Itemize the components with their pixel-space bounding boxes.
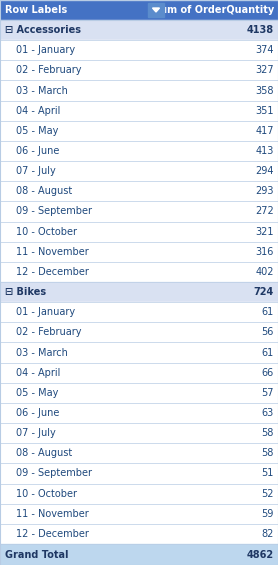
Text: 06 - June: 06 - June xyxy=(16,408,59,418)
Bar xyxy=(0,282,278,302)
Text: 417: 417 xyxy=(255,126,274,136)
Bar xyxy=(0,221,278,242)
Bar xyxy=(0,40,278,60)
Text: 66: 66 xyxy=(262,368,274,377)
Text: 321: 321 xyxy=(255,227,274,237)
Text: 51: 51 xyxy=(262,468,274,479)
Bar xyxy=(0,121,278,141)
Bar xyxy=(0,242,278,262)
Bar xyxy=(0,544,278,565)
Text: 10 - October: 10 - October xyxy=(16,227,77,237)
Text: Row Labels: Row Labels xyxy=(5,5,67,15)
Bar xyxy=(0,141,278,161)
Bar xyxy=(0,60,278,80)
Text: 03 - March: 03 - March xyxy=(16,347,68,358)
Text: 374: 374 xyxy=(255,45,274,55)
Text: 4862: 4862 xyxy=(247,550,274,559)
Text: 01 - January: 01 - January xyxy=(16,307,75,317)
Bar xyxy=(0,363,278,383)
Text: 58: 58 xyxy=(262,428,274,438)
Polygon shape xyxy=(153,8,160,12)
Text: 63: 63 xyxy=(262,408,274,418)
Text: 02 - February: 02 - February xyxy=(16,66,81,75)
Text: 11 - November: 11 - November xyxy=(16,508,89,519)
Text: 07 - July: 07 - July xyxy=(16,428,56,438)
Text: 04 - April: 04 - April xyxy=(16,106,60,116)
Bar xyxy=(0,322,278,342)
Text: 351: 351 xyxy=(255,106,274,116)
Text: 07 - July: 07 - July xyxy=(16,166,56,176)
Text: 52: 52 xyxy=(262,489,274,499)
Text: 06 - June: 06 - June xyxy=(16,146,59,156)
Text: 04 - April: 04 - April xyxy=(16,368,60,377)
Text: 413: 413 xyxy=(256,146,274,156)
Bar xyxy=(0,383,278,403)
Text: 327: 327 xyxy=(255,66,274,75)
Text: Grand Total: Grand Total xyxy=(5,550,68,559)
Bar xyxy=(0,0,278,20)
Text: 02 - February: 02 - February xyxy=(16,327,81,337)
Bar xyxy=(0,101,278,121)
Bar xyxy=(0,302,278,322)
Bar xyxy=(0,20,278,40)
Bar xyxy=(0,423,278,443)
Bar xyxy=(0,484,278,503)
Text: 03 - March: 03 - March xyxy=(16,85,68,95)
Text: 09 - September: 09 - September xyxy=(16,468,92,479)
Text: 08 - August: 08 - August xyxy=(16,448,72,458)
Bar xyxy=(0,80,278,101)
Text: ⊟ Bikes: ⊟ Bikes xyxy=(5,287,46,297)
Text: 58: 58 xyxy=(262,448,274,458)
Text: 82: 82 xyxy=(262,529,274,539)
Text: 402: 402 xyxy=(255,267,274,277)
Text: 293: 293 xyxy=(255,186,274,196)
Text: 61: 61 xyxy=(262,347,274,358)
Text: 10 - October: 10 - October xyxy=(16,489,77,499)
Text: 01 - January: 01 - January xyxy=(16,45,75,55)
Bar xyxy=(0,443,278,463)
Text: 09 - September: 09 - September xyxy=(16,206,92,216)
Bar xyxy=(0,342,278,363)
Bar xyxy=(0,181,278,201)
Text: 12 - December: 12 - December xyxy=(16,267,89,277)
Text: 57: 57 xyxy=(262,388,274,398)
Bar xyxy=(148,3,164,17)
Bar xyxy=(0,503,278,524)
Bar xyxy=(0,463,278,484)
Text: 12 - December: 12 - December xyxy=(16,529,89,539)
Text: 316: 316 xyxy=(256,247,274,257)
Text: 11 - November: 11 - November xyxy=(16,247,89,257)
Text: 272: 272 xyxy=(255,206,274,216)
Bar xyxy=(0,161,278,181)
Text: 56: 56 xyxy=(262,327,274,337)
Bar xyxy=(0,262,278,282)
Text: 358: 358 xyxy=(255,85,274,95)
Text: 61: 61 xyxy=(262,307,274,317)
Text: 08 - August: 08 - August xyxy=(16,186,72,196)
Text: Sum of OrderQuantity: Sum of OrderQuantity xyxy=(153,5,274,15)
Bar xyxy=(0,201,278,221)
Text: ⊟ Accessories: ⊟ Accessories xyxy=(5,25,81,35)
Bar xyxy=(0,403,278,423)
Text: 59: 59 xyxy=(262,508,274,519)
Text: 05 - May: 05 - May xyxy=(16,388,58,398)
Bar xyxy=(0,524,278,544)
Text: 294: 294 xyxy=(255,166,274,176)
Text: 05 - May: 05 - May xyxy=(16,126,58,136)
Text: 724: 724 xyxy=(254,287,274,297)
Text: 4138: 4138 xyxy=(247,25,274,35)
